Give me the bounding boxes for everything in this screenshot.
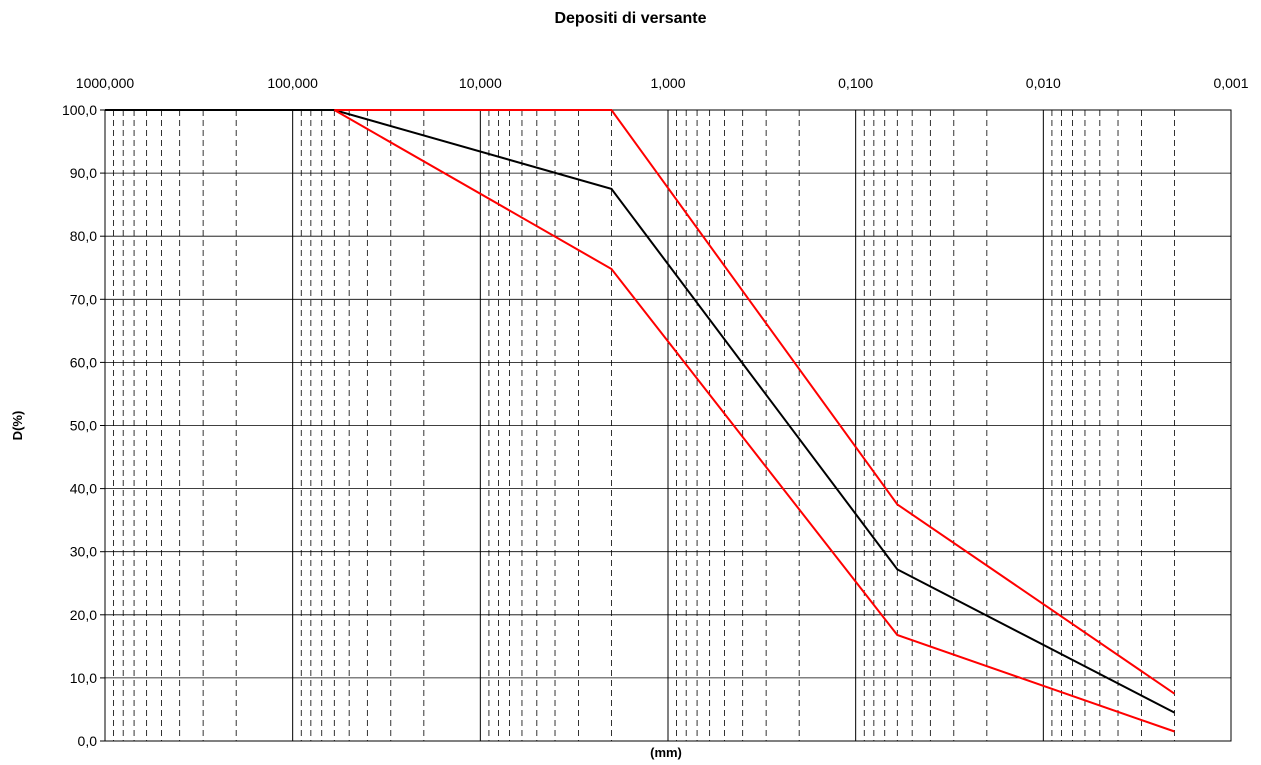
y-tick-label: 10,0 <box>70 670 97 686</box>
x-axis-label: (mm) <box>650 745 682 760</box>
series-line-3 <box>334 109 1176 695</box>
y-tick-label: 80,0 <box>70 228 97 244</box>
x-tick-label: 0,010 <box>1026 75 1061 91</box>
x-tick-label: 1,000 <box>650 75 685 91</box>
chart-title: Depositi di versante <box>554 10 707 27</box>
x-tick-label: 1000,000 <box>76 75 135 91</box>
y-axis-label: D(%) <box>10 411 25 441</box>
x-tick-label: 10,000 <box>459 75 502 91</box>
x-tick-label: 0,001 <box>1213 75 1248 91</box>
series-line-1 <box>105 109 1175 714</box>
y-tick-label: 90,0 <box>70 165 97 181</box>
y-tick-label: 20,0 <box>70 607 97 623</box>
y-tick-label: 100,0 <box>62 102 97 118</box>
y-tick-label: 60,0 <box>70 354 97 370</box>
x-tick-label: 100,000 <box>267 75 318 91</box>
y-tick-label: 30,0 <box>70 544 97 560</box>
y-tick-label: 50,0 <box>70 418 97 434</box>
y-tick-label: 40,0 <box>70 481 97 497</box>
x-tick-label: 0,100 <box>838 75 873 91</box>
y-tick-label: 70,0 <box>70 291 97 307</box>
series-line-2 <box>333 109 1175 733</box>
y-tick-label: 0,0 <box>78 733 98 749</box>
